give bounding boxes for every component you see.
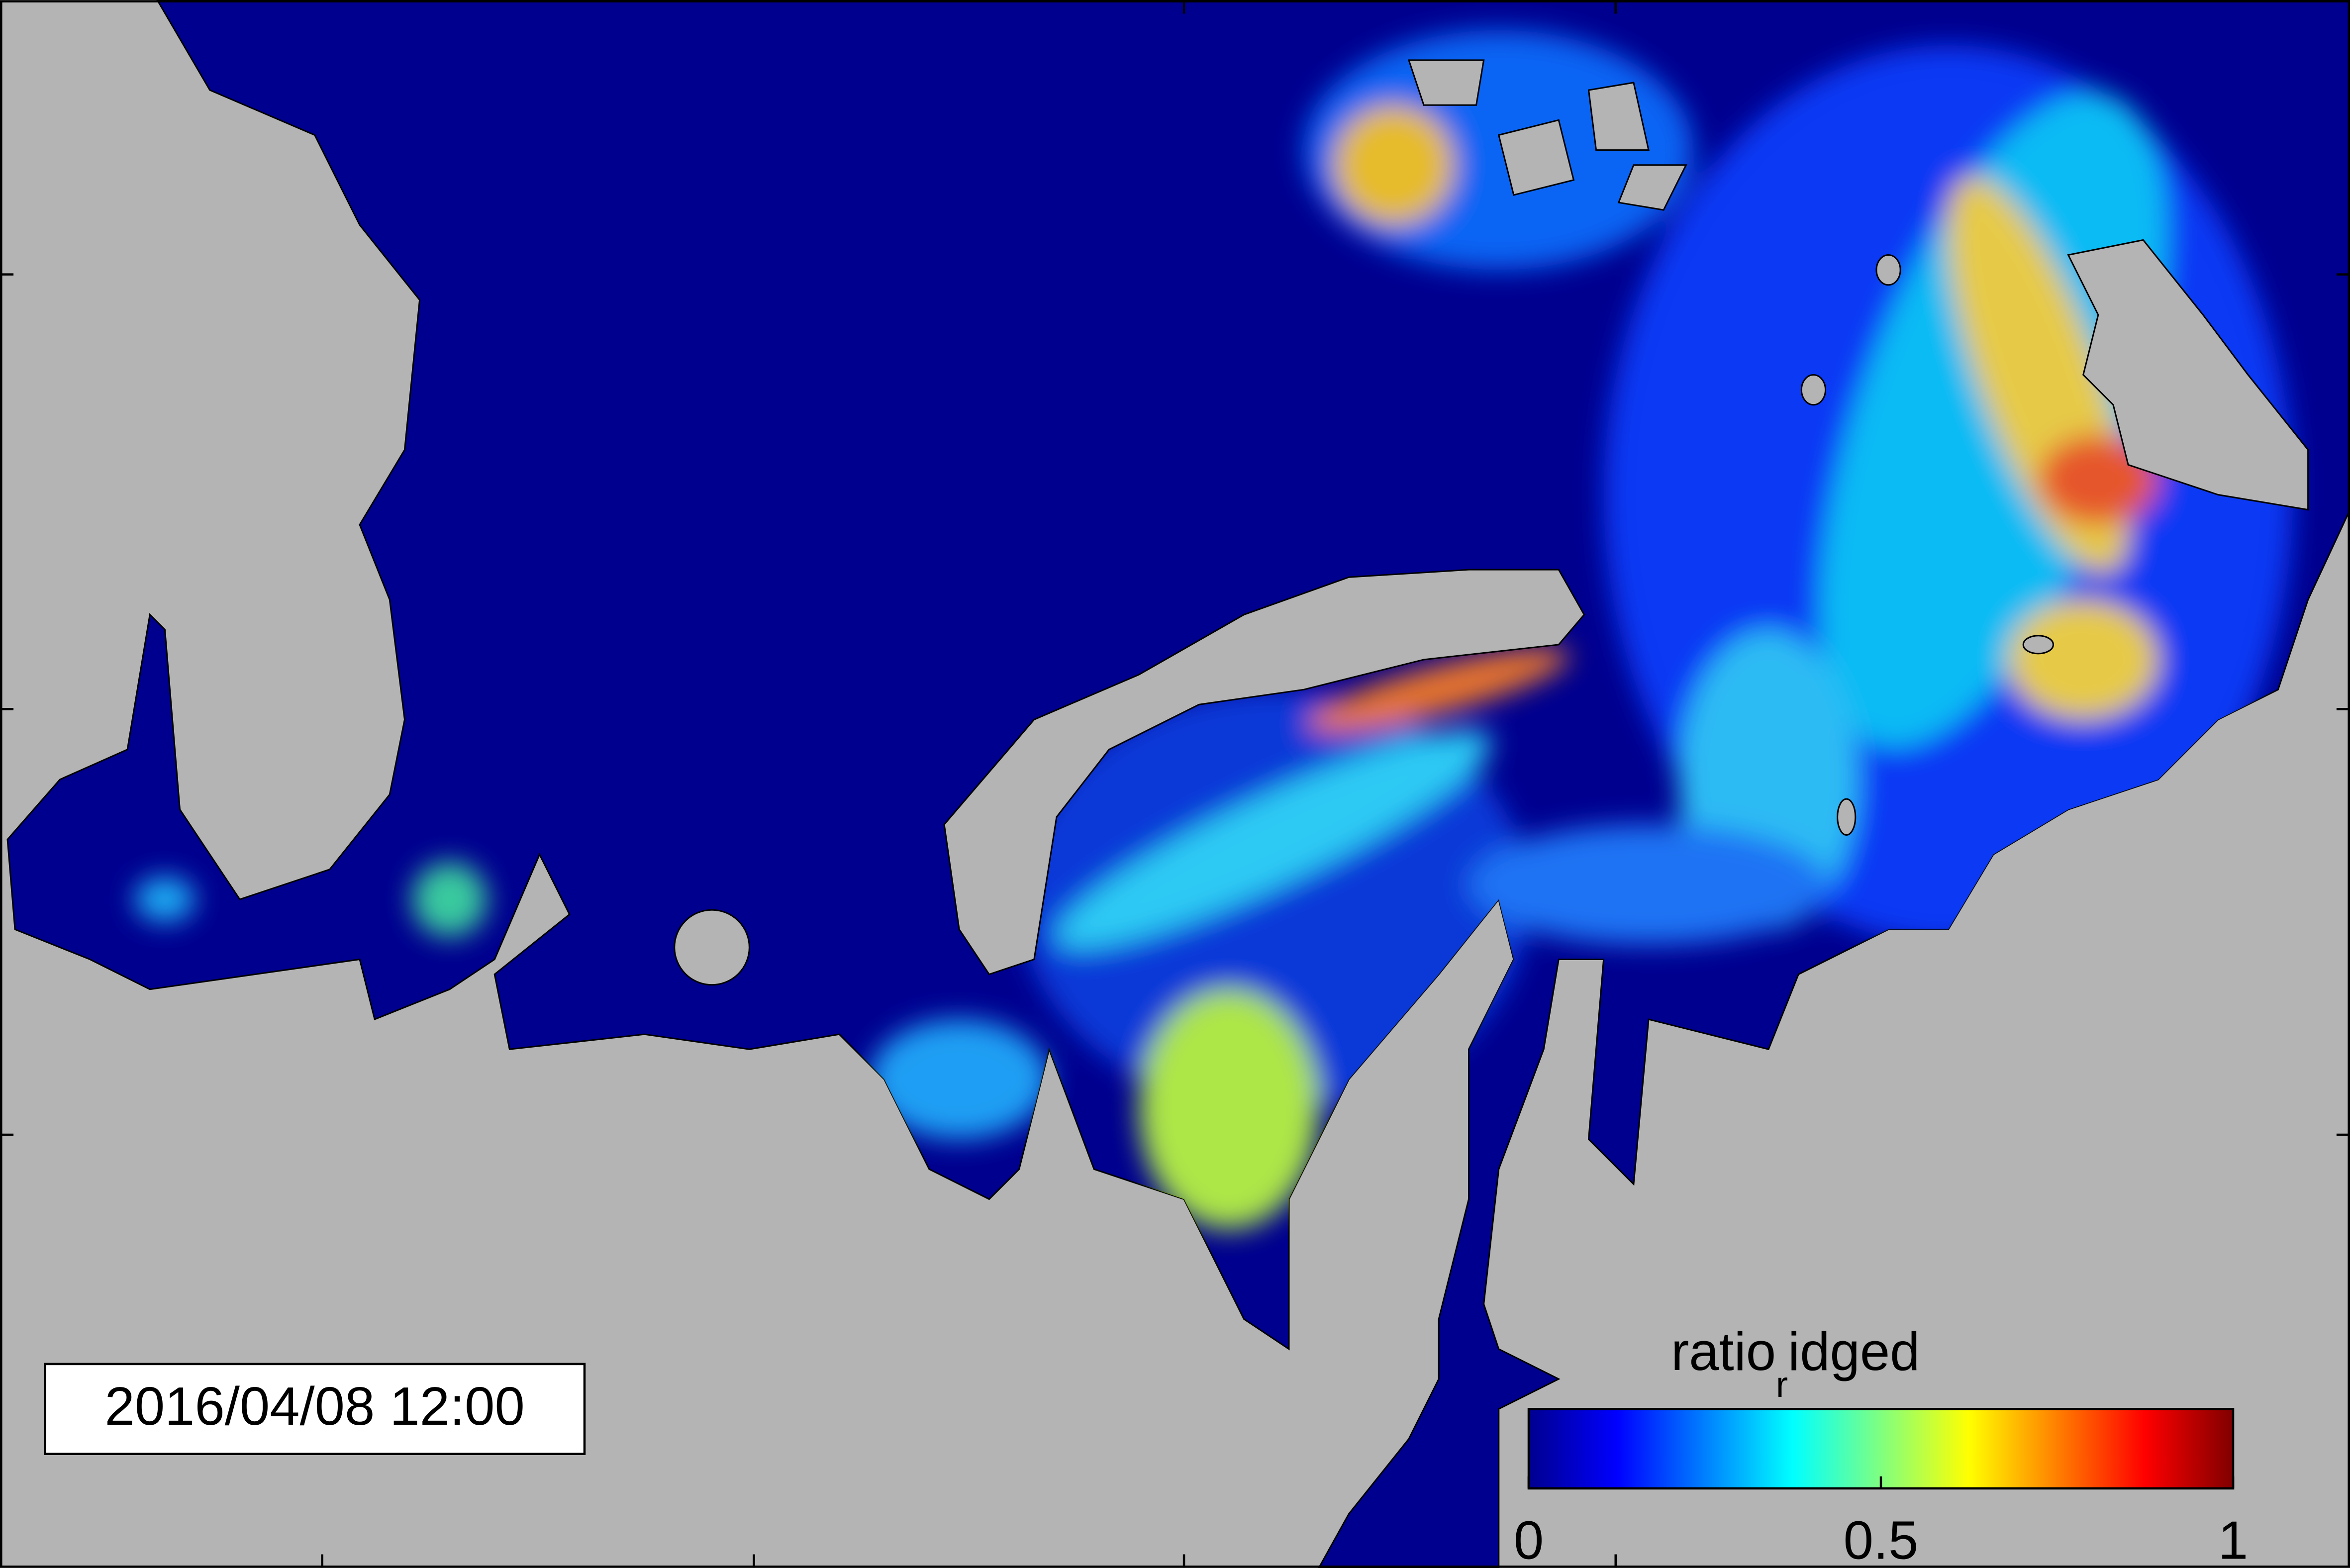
colorbar-label: ratioridged	[1671, 1321, 1920, 1405]
colorbar-tick-label: 1	[2218, 1510, 2248, 1568]
islands	[674, 59, 2309, 986]
label-rest: idged	[1788, 1321, 1920, 1381]
timestamp-box	[44, 1363, 586, 1455]
colorbar-tick-label: 0.5	[1844, 1510, 1919, 1568]
colorbar-tick-label: 0	[1514, 1510, 1544, 1568]
label-main: ratio	[1671, 1321, 1776, 1381]
colorbar-ticks: 0 0.5 1	[1514, 1476, 2248, 1568]
timestamp: 2016/04/08 12:00	[105, 1376, 525, 1436]
label-sub: r	[1776, 1365, 1788, 1405]
